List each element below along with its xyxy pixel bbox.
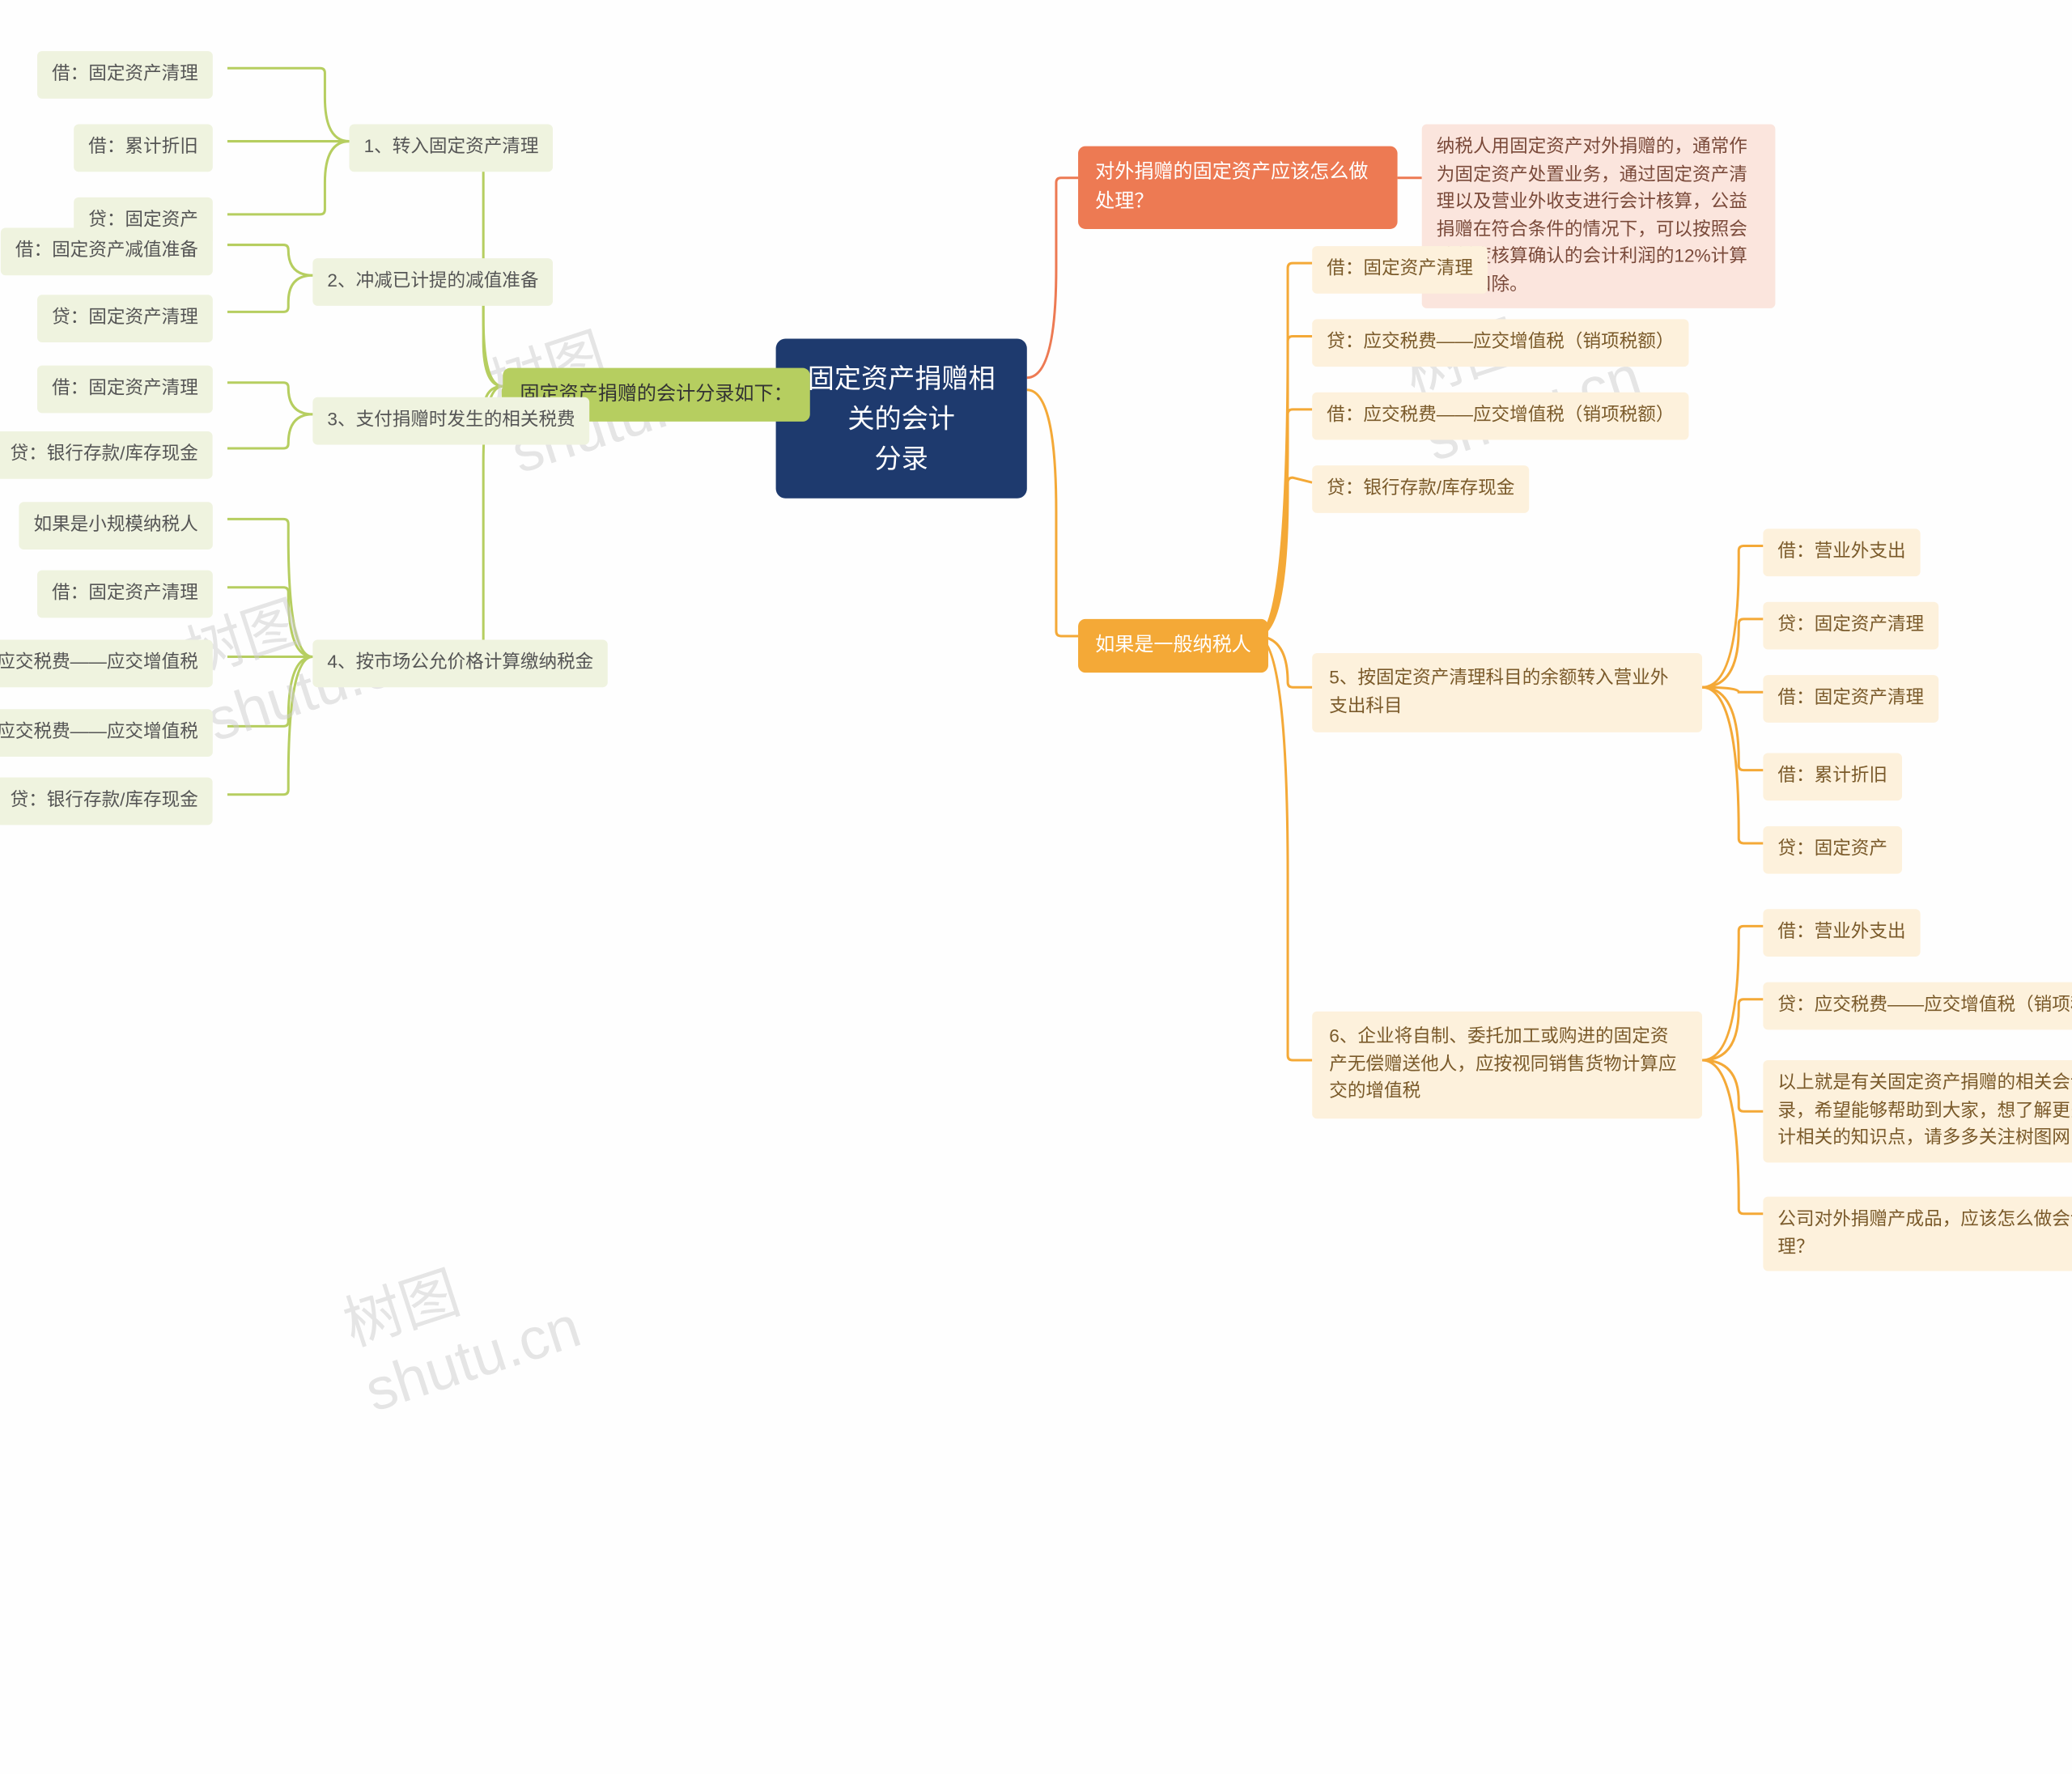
left-leaf-2-2: 贷：固定资产清理 bbox=[37, 295, 213, 342]
amber-direct-1: 借：固定资产清理 bbox=[1312, 246, 1488, 293]
left-leaf-4-5: 贷：银行存款/库存现金 bbox=[0, 778, 213, 825]
left-group-3: 3、支付捐赠时发生的相关税费 bbox=[312, 397, 589, 444]
amber-leaf-5-2: 贷：固定资产清理 bbox=[1763, 602, 1938, 649]
left-leaf-4-2: 借：固定资产清理 bbox=[37, 571, 213, 618]
amber-leaf-5-1: 借：营业外支出 bbox=[1763, 528, 1920, 575]
amber-group-5: 5、按固定资产清理科目的余额转入营业外支出科目 bbox=[1312, 653, 1702, 732]
left-group-1: 1、转入固定资产清理 bbox=[350, 124, 554, 171]
left-leaf-1-2: 借：累计折旧 bbox=[74, 124, 213, 171]
left-leaf-2-1: 借：固定资产减值准备 bbox=[1, 227, 213, 274]
left-leaf-3-1: 借：固定资产清理 bbox=[37, 366, 213, 413]
center-node: 固定资产捐赠相关的会计 分录 bbox=[776, 339, 1027, 499]
left-group-4: 4、按市场公允价格计算缴纳税金 bbox=[312, 639, 608, 686]
left-leaf-1-1: 借：固定资产清理 bbox=[37, 51, 213, 98]
right-amber-branch: 如果是一般纳税人 bbox=[1078, 619, 1268, 673]
amber-leaf-6-2: 贷：应交税费——应交增值税（销项税额） bbox=[1763, 982, 2072, 1029]
left-leaf-4-1: 如果是小规模纳税人 bbox=[19, 502, 212, 549]
amber-leaf-5-5: 贷：固定资产 bbox=[1763, 826, 1902, 873]
right-orange-branch: 对外捐赠的固定资产应该怎么做处理？ bbox=[1078, 146, 1398, 229]
amber-direct-2: 贷：应交税费——应交增值税（销项税额） bbox=[1312, 319, 1688, 366]
left-leaf-4-4: 借：应交税费——应交增值税 bbox=[0, 709, 213, 756]
amber-leaf-6-1: 借：营业外支出 bbox=[1763, 909, 1920, 956]
amber-group-6: 6、企业将自制、委托加工或购进的固定资产无偿赠送他人，应按视同销售货物计算应交的… bbox=[1312, 1012, 1702, 1118]
amber-direct-4: 贷：银行存款/库存现金 bbox=[1312, 465, 1529, 512]
amber-leaf-5-4: 借：累计折旧 bbox=[1763, 753, 1902, 800]
amber-leaf-6-3: 以上就是有关固定资产捐赠的相关会计分录，希望能够帮助到大家，想了解更多会计相关的… bbox=[1763, 1060, 2072, 1162]
left-group-2: 2、冲减已计提的减值准备 bbox=[312, 258, 553, 305]
left-leaf-4-3: 贷：应交税费——应交增值税 bbox=[0, 639, 213, 686]
left-leaf-3-2: 贷：银行存款/库存现金 bbox=[0, 431, 213, 478]
amber-direct-3: 借：应交税费——应交增值税（销项税额） bbox=[1312, 393, 1688, 439]
amber-leaf-5-3: 借：固定资产清理 bbox=[1763, 675, 1938, 722]
center-title-line1: 固定资产捐赠相关的会计 分录 bbox=[800, 359, 1003, 479]
watermark: 树图 shutu.cn bbox=[331, 1212, 588, 1425]
amber-leaf-6-4: 公司对外捐赠产成品，应该怎么做会计处理？ bbox=[1763, 1197, 2072, 1271]
